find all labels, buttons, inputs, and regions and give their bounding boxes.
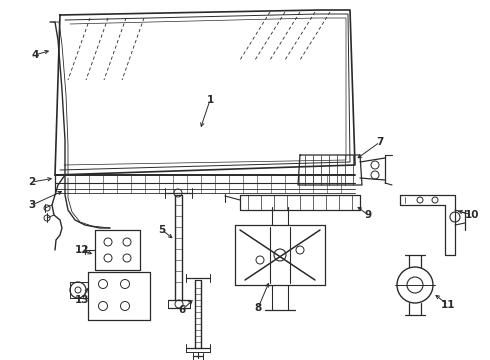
Text: 4: 4: [31, 50, 39, 60]
Text: 2: 2: [28, 177, 36, 187]
Text: 7: 7: [376, 137, 384, 147]
Text: 12: 12: [75, 245, 89, 255]
Text: 11: 11: [441, 300, 455, 310]
Text: 1: 1: [206, 95, 214, 105]
Text: 5: 5: [158, 225, 166, 235]
Text: 6: 6: [178, 305, 186, 315]
Text: 10: 10: [465, 210, 479, 220]
Text: 8: 8: [254, 303, 262, 313]
Text: 13: 13: [75, 295, 89, 305]
Text: 9: 9: [365, 210, 371, 220]
Text: 3: 3: [28, 200, 36, 210]
